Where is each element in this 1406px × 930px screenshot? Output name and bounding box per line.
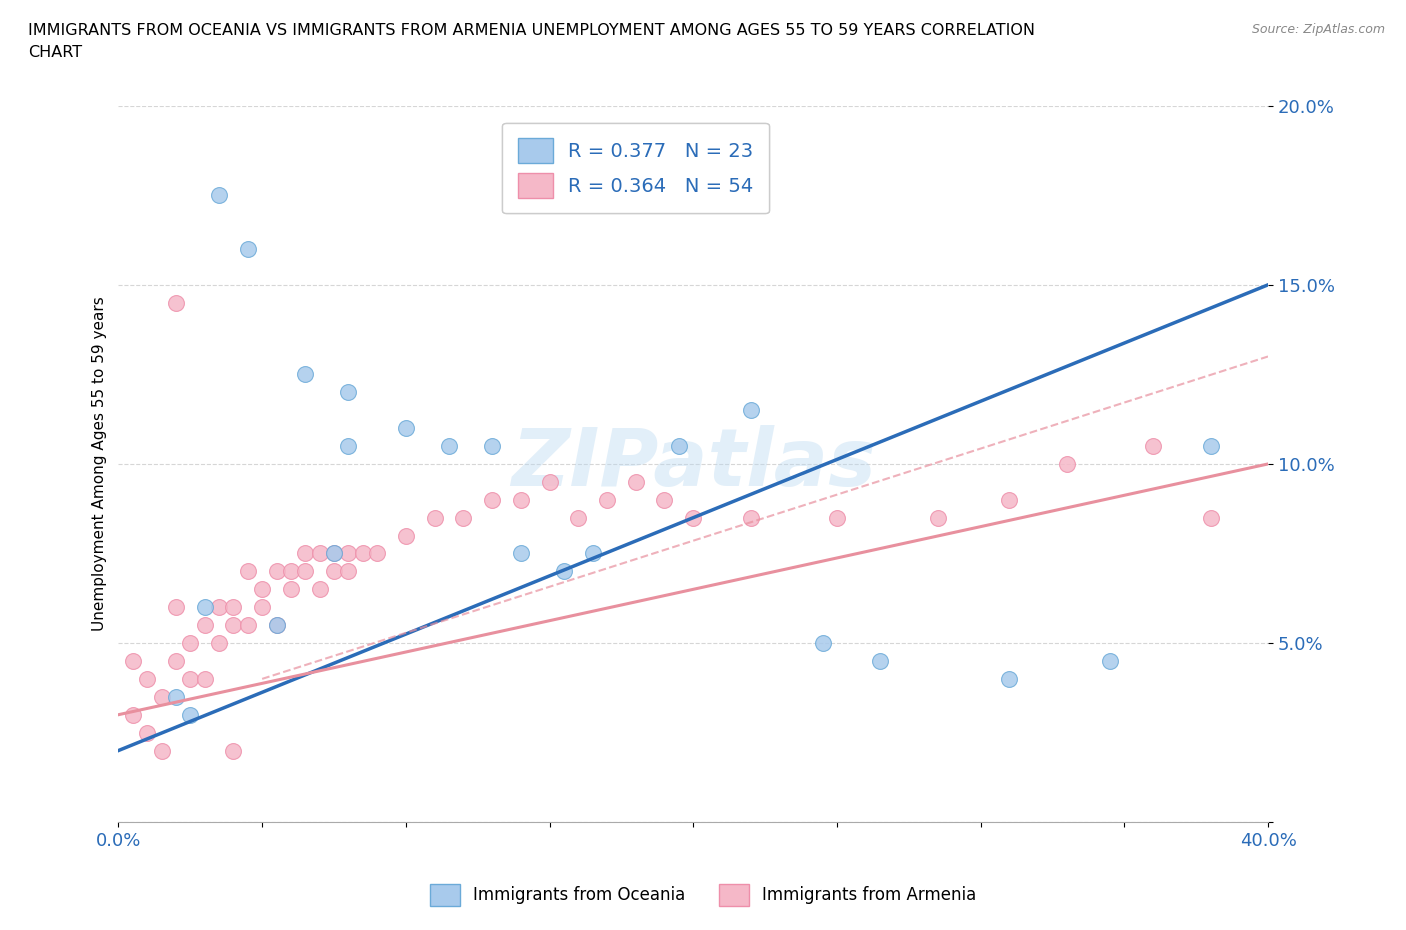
Point (294, 367, 316, 382)
Point (337, 439, 360, 454)
Point (280, 582, 302, 597)
Point (1199, 511, 1222, 525)
Point (222, 600, 245, 615)
Point (927, 511, 949, 525)
Point (121, 654, 143, 669)
Point (165, 654, 187, 669)
Text: ZIPatlas: ZIPatlas (510, 425, 876, 503)
Point (208, 188, 231, 203)
Point (323, 546, 346, 561)
Point (509, 546, 531, 561)
Point (869, 654, 891, 669)
Point (1199, 439, 1222, 454)
Point (165, 600, 187, 615)
Point (165, 689, 187, 704)
Text: IMMIGRANTS FROM OCEANIA VS IMMIGRANTS FROM ARMENIA UNEMPLOYMENT AMONG AGES 55 TO: IMMIGRANTS FROM OCEANIA VS IMMIGRANTS FR… (28, 23, 1035, 38)
Point (179, 708, 201, 723)
Point (222, 618, 245, 632)
Point (150, 689, 173, 704)
Point (624, 474, 647, 489)
Point (481, 439, 503, 454)
Point (682, 511, 704, 525)
Point (150, 743, 173, 758)
Point (509, 492, 531, 507)
Point (582, 546, 605, 561)
Point (222, 743, 245, 758)
Point (481, 492, 503, 507)
Point (266, 564, 288, 578)
Point (294, 564, 316, 578)
Point (208, 635, 231, 650)
Point (366, 546, 388, 561)
Point (654, 492, 676, 507)
Point (596, 492, 619, 507)
Text: Source: ZipAtlas.com: Source: ZipAtlas.com (1251, 23, 1385, 36)
Point (423, 511, 446, 525)
Point (998, 492, 1021, 507)
Point (740, 403, 762, 418)
Point (811, 635, 834, 650)
Point (1056, 457, 1078, 472)
Point (395, 528, 418, 543)
Point (266, 618, 288, 632)
Point (136, 725, 159, 740)
Text: CHART: CHART (28, 45, 82, 60)
Point (308, 546, 330, 561)
Point (437, 439, 460, 454)
Point (337, 564, 360, 578)
Point (236, 618, 259, 632)
Point (136, 671, 159, 686)
Point (179, 635, 201, 650)
Point (208, 600, 231, 615)
Point (337, 546, 360, 561)
Point (1142, 439, 1164, 454)
Point (294, 546, 316, 561)
Point (668, 439, 690, 454)
Point (194, 600, 217, 615)
Point (825, 511, 848, 525)
Point (236, 564, 259, 578)
Point (1098, 654, 1121, 669)
Point (538, 474, 561, 489)
Point (740, 511, 762, 525)
Point (337, 385, 360, 400)
Point (250, 582, 273, 597)
Point (453, 511, 475, 525)
Point (250, 600, 273, 615)
Point (266, 618, 288, 632)
Y-axis label: Unemployment Among Ages 55 to 59 years: Unemployment Among Ages 55 to 59 years (93, 297, 107, 631)
Point (323, 564, 346, 578)
Point (179, 671, 201, 686)
Point (553, 564, 575, 578)
Legend: Immigrants from Oceania, Immigrants from Armenia: Immigrants from Oceania, Immigrants from… (423, 878, 983, 912)
Point (194, 671, 217, 686)
Point (352, 546, 374, 561)
Point (236, 242, 259, 257)
Point (194, 618, 217, 632)
Point (998, 671, 1021, 686)
Point (567, 511, 589, 525)
Point (308, 582, 330, 597)
Point (165, 296, 187, 311)
Point (121, 708, 143, 723)
Point (280, 564, 302, 578)
Legend: R = 0.377   N = 23, R = 0.364   N = 54: R = 0.377 N = 23, R = 0.364 N = 54 (502, 123, 769, 213)
Point (395, 420, 418, 435)
Point (323, 546, 346, 561)
